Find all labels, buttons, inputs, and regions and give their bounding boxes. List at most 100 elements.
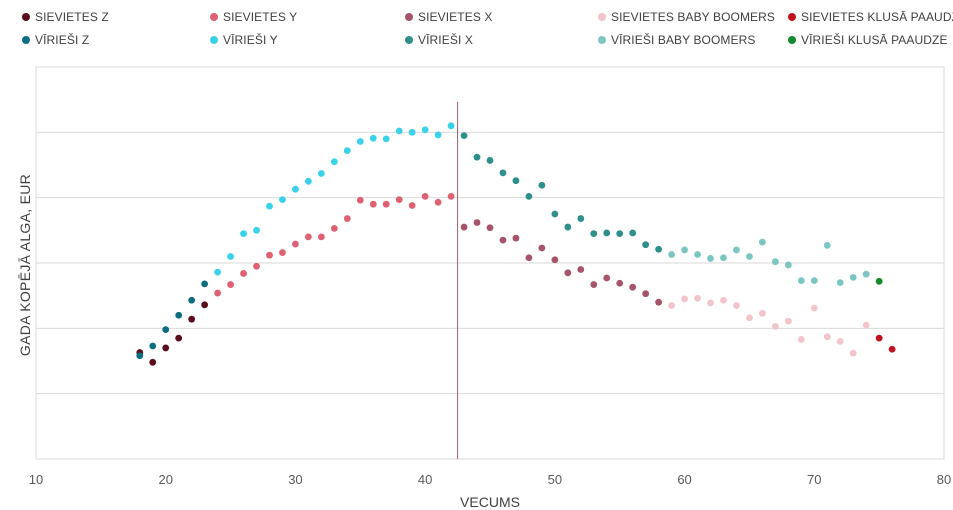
data-point [538, 181, 546, 189]
data-point [784, 261, 792, 269]
data-point [681, 246, 688, 254]
legend-item: VĪRIEŠI X [405, 33, 473, 47]
data-point [823, 333, 831, 341]
data-point [707, 299, 714, 307]
data-point [149, 358, 157, 366]
legend-marker [788, 36, 796, 44]
x-tick-label: 40 [418, 472, 432, 487]
data-point [473, 219, 481, 226]
data-point [434, 131, 442, 139]
legend-marker [22, 36, 30, 44]
legend-label: SIEVIETES KLUSĀ PAAUDZE [801, 10, 953, 24]
data-point [720, 254, 727, 262]
data-point [499, 236, 507, 244]
data-point [797, 277, 805, 285]
data-point [421, 126, 429, 134]
data-point [214, 268, 222, 276]
legend-label: VĪRIEŠI KLUSĀ PAAUDZE [801, 33, 948, 47]
legend-item: SIEVIETES Z [22, 10, 109, 24]
data-point [305, 233, 312, 241]
legend-item: VĪRIEŠI BABY BOOMERS [598, 33, 756, 47]
data-point [655, 298, 663, 306]
data-point [875, 334, 883, 342]
data-point [188, 315, 196, 323]
data-point [564, 223, 572, 231]
data-point [512, 177, 520, 185]
data-point [421, 192, 429, 200]
data-point [369, 200, 377, 208]
data-point [784, 317, 792, 325]
data-point [551, 256, 559, 264]
data-point [862, 270, 870, 278]
data-point [343, 215, 351, 222]
legend-label: VĪRIEŠI BABY BOOMERS [611, 33, 756, 47]
legend-item: SIEVIETES X [405, 10, 492, 24]
data-point [694, 251, 701, 258]
data-point [330, 158, 338, 166]
data-point [551, 210, 559, 218]
data-point [590, 230, 598, 238]
x-tick-label: 50 [548, 472, 562, 487]
data-point [408, 128, 416, 136]
chart-legend: SIEVIETES Z SIEVIETES Y SIEVIETES X SIEVIET… [0, 0, 953, 60]
data-point [888, 345, 896, 353]
legend-item: VĪRIEŠI Y [210, 33, 278, 47]
data-point [227, 253, 234, 260]
legend-item: VĪRIEŠI KLUSĀ PAAUDZE [788, 33, 948, 47]
legend-marker [22, 13, 30, 21]
data-point [279, 249, 286, 256]
data-point [330, 224, 338, 232]
data-point [266, 251, 273, 259]
data-point [525, 254, 533, 262]
data-point [201, 301, 209, 309]
series-group [214, 192, 455, 297]
data-point [162, 344, 170, 352]
data-point [629, 283, 637, 291]
data-point [279, 196, 286, 204]
data-point [408, 202, 416, 209]
series-group [668, 238, 870, 286]
data-point [836, 279, 844, 286]
series-group [875, 277, 883, 285]
data-point [382, 200, 390, 208]
data-point [434, 198, 442, 206]
data-point [317, 233, 325, 241]
legend-marker [598, 36, 606, 44]
data-point [175, 311, 183, 319]
data-point [849, 273, 857, 281]
data-point [369, 134, 377, 142]
data-point [162, 326, 170, 334]
data-point [577, 266, 585, 273]
data-point [447, 122, 455, 130]
data-point [720, 296, 727, 304]
data-point [240, 230, 247, 238]
data-point [227, 281, 234, 288]
data-point [668, 251, 675, 258]
data-point [395, 127, 403, 135]
x-tick-label: 20 [158, 472, 172, 487]
data-point [175, 334, 183, 342]
data-point [305, 177, 312, 185]
data-point [253, 226, 260, 234]
legend-label: VĪRIEŠI Y [223, 33, 278, 47]
data-point [733, 302, 740, 309]
legend-item: SIEVIETES KLUSĀ PAAUDZE [788, 10, 953, 24]
legend-marker [405, 13, 413, 21]
data-point [253, 262, 260, 270]
x-tick-label: 60 [677, 472, 691, 487]
legend-label: SIEVIETES BABY BOOMERS [611, 10, 776, 24]
data-point [577, 215, 585, 222]
data-point [797, 336, 805, 343]
data-point [188, 296, 196, 304]
data-point [668, 302, 675, 309]
data-point [590, 281, 598, 288]
data-point [201, 280, 209, 288]
series-group [136, 301, 209, 366]
data-point [849, 349, 857, 357]
data-point [616, 279, 624, 287]
data-point [771, 258, 779, 266]
series-group [136, 280, 209, 360]
legend-item: SIEVIETES BABY BOOMERS [598, 10, 775, 24]
data-point [499, 169, 507, 177]
